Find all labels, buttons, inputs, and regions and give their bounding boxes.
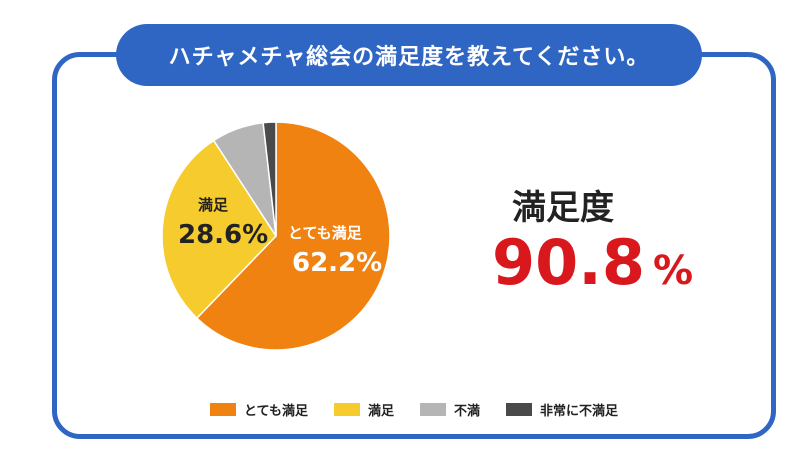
- legend-label: 非常に不満足: [540, 404, 619, 419]
- legend-item-totemo-manzoku: とても満足: [210, 400, 308, 419]
- satisfaction-value: 90.8%: [492, 226, 693, 299]
- slice-label-manzoku-name: 満足: [198, 196, 229, 214]
- satisfaction-number: 90.8: [492, 226, 645, 299]
- legend-label: 満足: [367, 404, 394, 419]
- pie-slice-0: [195, 121, 391, 351]
- legend: とても満足 満足 不満 非常に不満足: [210, 400, 618, 419]
- chart-title: ハチャメチャ総会の満足度を教えてください。: [116, 24, 702, 86]
- legend-item-hijou-ni-fumanzoku: 非常に不満足: [506, 400, 618, 419]
- legend-swatch: [210, 403, 236, 416]
- legend-label: とても満足: [244, 404, 308, 419]
- pie-slice-1: [161, 139, 277, 320]
- satisfaction-label: 満足度: [512, 188, 614, 228]
- legend-item-fuman: 不満: [419, 400, 480, 419]
- pie-slice-3: [262, 121, 277, 237]
- legend-swatch: [333, 403, 360, 416]
- satisfaction-unit: %: [652, 248, 694, 294]
- slice-label-manzoku-value: 28.6%: [178, 220, 269, 250]
- slice-label-totemo-name: とても満足: [288, 224, 362, 242]
- legend-item-manzoku: 満足: [333, 400, 394, 419]
- legend-swatch: [419, 403, 446, 416]
- legend-swatch: [506, 403, 532, 416]
- legend-label: 不満: [453, 404, 480, 419]
- slice-label-totemo-value: 62.2%: [292, 248, 383, 278]
